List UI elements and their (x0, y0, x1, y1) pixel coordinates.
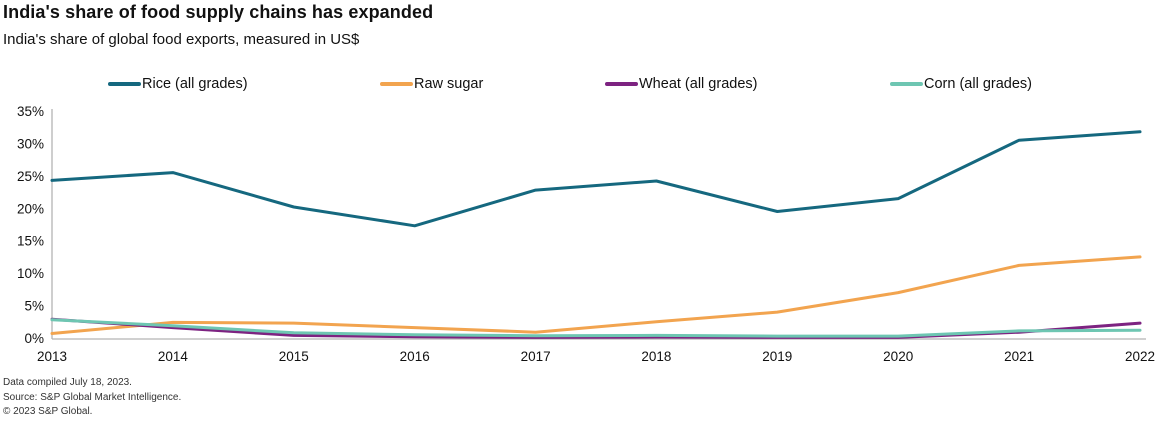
x-tick-label: 2015 (279, 349, 309, 364)
y-tick-label: 0% (24, 331, 44, 346)
wheat-line-swatch-icon (605, 82, 638, 86)
x-tick-label: 2022 (1125, 349, 1155, 364)
legend-item-wheat: Wheat (all grades) (605, 76, 757, 92)
series-line-1 (50, 255, 1142, 335)
footnote-copyright: © 2023 S&P Global. (3, 406, 93, 417)
rice-line-swatch-icon (108, 82, 141, 86)
raw-sugar-line-swatch-icon (380, 82, 413, 86)
x-tick-label: 2021 (1004, 349, 1034, 364)
y-tick-label: 15% (17, 234, 44, 249)
legend-item-corn: Corn (all grades) (890, 76, 1032, 92)
y-tick-label: 20% (17, 201, 44, 216)
legend-item-raw-sugar: Raw sugar (380, 76, 483, 92)
y-tick-label: 25% (17, 169, 44, 184)
legend-label-rice: Rice (all grades) (142, 76, 248, 92)
y-tick-label: 10% (17, 266, 44, 281)
footnote-compiled: Data compiled July 18, 2023. (3, 377, 132, 388)
legend-label-corn: Corn (all grades) (924, 76, 1032, 92)
y-tick-label: 30% (17, 136, 44, 151)
chart-legend: Rice (all grades) Raw sugar Wheat (all g… (0, 76, 1175, 96)
legend-label-wheat: Wheat (all grades) (639, 76, 758, 92)
corn-line-swatch-icon (890, 82, 923, 86)
y-tick-label: 5% (24, 299, 44, 314)
series-line-3 (50, 318, 1142, 338)
y-tick-label: 35% (17, 104, 44, 119)
legend-item-rice: Rice (all grades) (108, 76, 248, 92)
page-subtitle: India's share of global food exports, me… (3, 31, 360, 48)
chart-footnotes: Data compiled July 18, 2023. Source: S&P… (3, 376, 181, 420)
x-tick-label: 2019 (762, 349, 792, 364)
x-tick-label: 2014 (158, 349, 189, 364)
series-line-0 (50, 130, 1142, 228)
line-chart: 0% 5% 10% 15% 20% 25% 30% 35% 2013 2014 2015 2016 20… (17, 104, 1155, 364)
page-title: India's share of food supply chains has … (3, 2, 434, 22)
x-tick-label: 2017 (521, 349, 551, 364)
footnote-source: Source: S&P Global Market Intelligence. (3, 391, 182, 403)
chart-area: 0% 5% 10% 15% 20% 25% 30% 35% 2013 2014 2015 2016 20… (0, 100, 1175, 370)
legend-label-raw-sugar: Raw sugar (414, 76, 484, 92)
x-tick-label: 2013 (37, 349, 67, 364)
x-tick-label: 2016 (400, 349, 430, 364)
x-tick-label: 2018 (641, 349, 671, 364)
x-tick-label: 2020 (883, 349, 913, 364)
